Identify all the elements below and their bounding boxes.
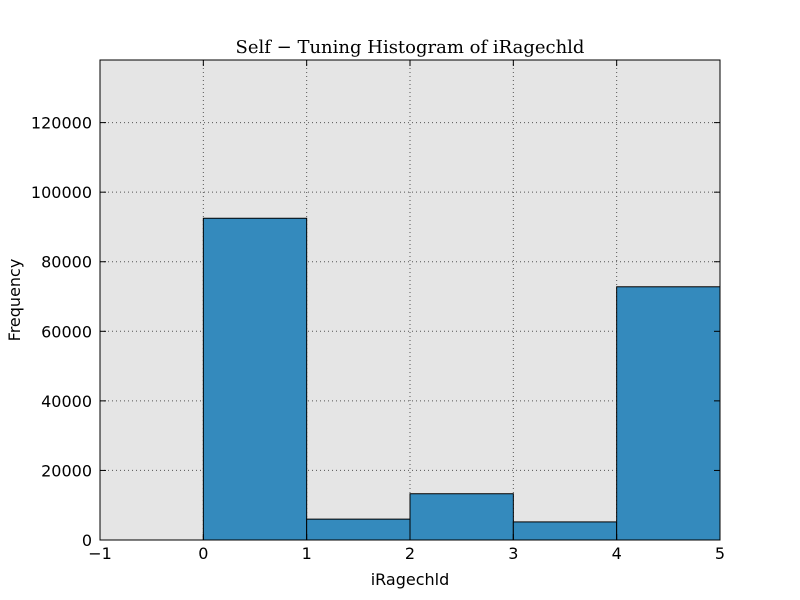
y-tick-label: 60000 bbox=[41, 322, 92, 341]
axis-ticks bbox=[99, 60, 721, 541]
x-tick-label: 1 bbox=[302, 544, 312, 563]
x-axis-label: iRagechld bbox=[371, 570, 450, 589]
y-axis-label: Frequency bbox=[5, 259, 24, 342]
x-tick-label: 3 bbox=[508, 544, 518, 563]
y-tick-label: 100000 bbox=[31, 183, 92, 202]
y-tick-labels: 0 20000 40000 60000 80000 100000 120000 bbox=[31, 114, 92, 550]
histogram-bar bbox=[512, 521, 618, 541]
histogram-bars bbox=[202, 217, 721, 541]
y-tick-label: 0 bbox=[82, 531, 92, 550]
x-tick-labels: −1 0 1 2 3 4 5 bbox=[88, 544, 725, 563]
histogram-bar bbox=[306, 518, 411, 541]
x-tick-label: −1 bbox=[88, 544, 112, 563]
y-tick-label: 80000 bbox=[41, 253, 92, 272]
x-tick-label: 5 bbox=[715, 544, 725, 563]
histogram-bar bbox=[409, 493, 514, 541]
y-tick-label: 20000 bbox=[41, 461, 92, 480]
y-tick-label: 40000 bbox=[41, 392, 92, 411]
y-tick-label: 120000 bbox=[31, 114, 92, 133]
histogram-bar bbox=[202, 217, 308, 541]
chart-title: Self − Tuning Histogram of iRagechld bbox=[236, 37, 585, 58]
x-tick-label: 4 bbox=[612, 544, 622, 563]
x-tick-label: 0 bbox=[198, 544, 208, 563]
histogram-bar bbox=[616, 286, 721, 541]
x-tick-label: 2 bbox=[405, 544, 415, 563]
